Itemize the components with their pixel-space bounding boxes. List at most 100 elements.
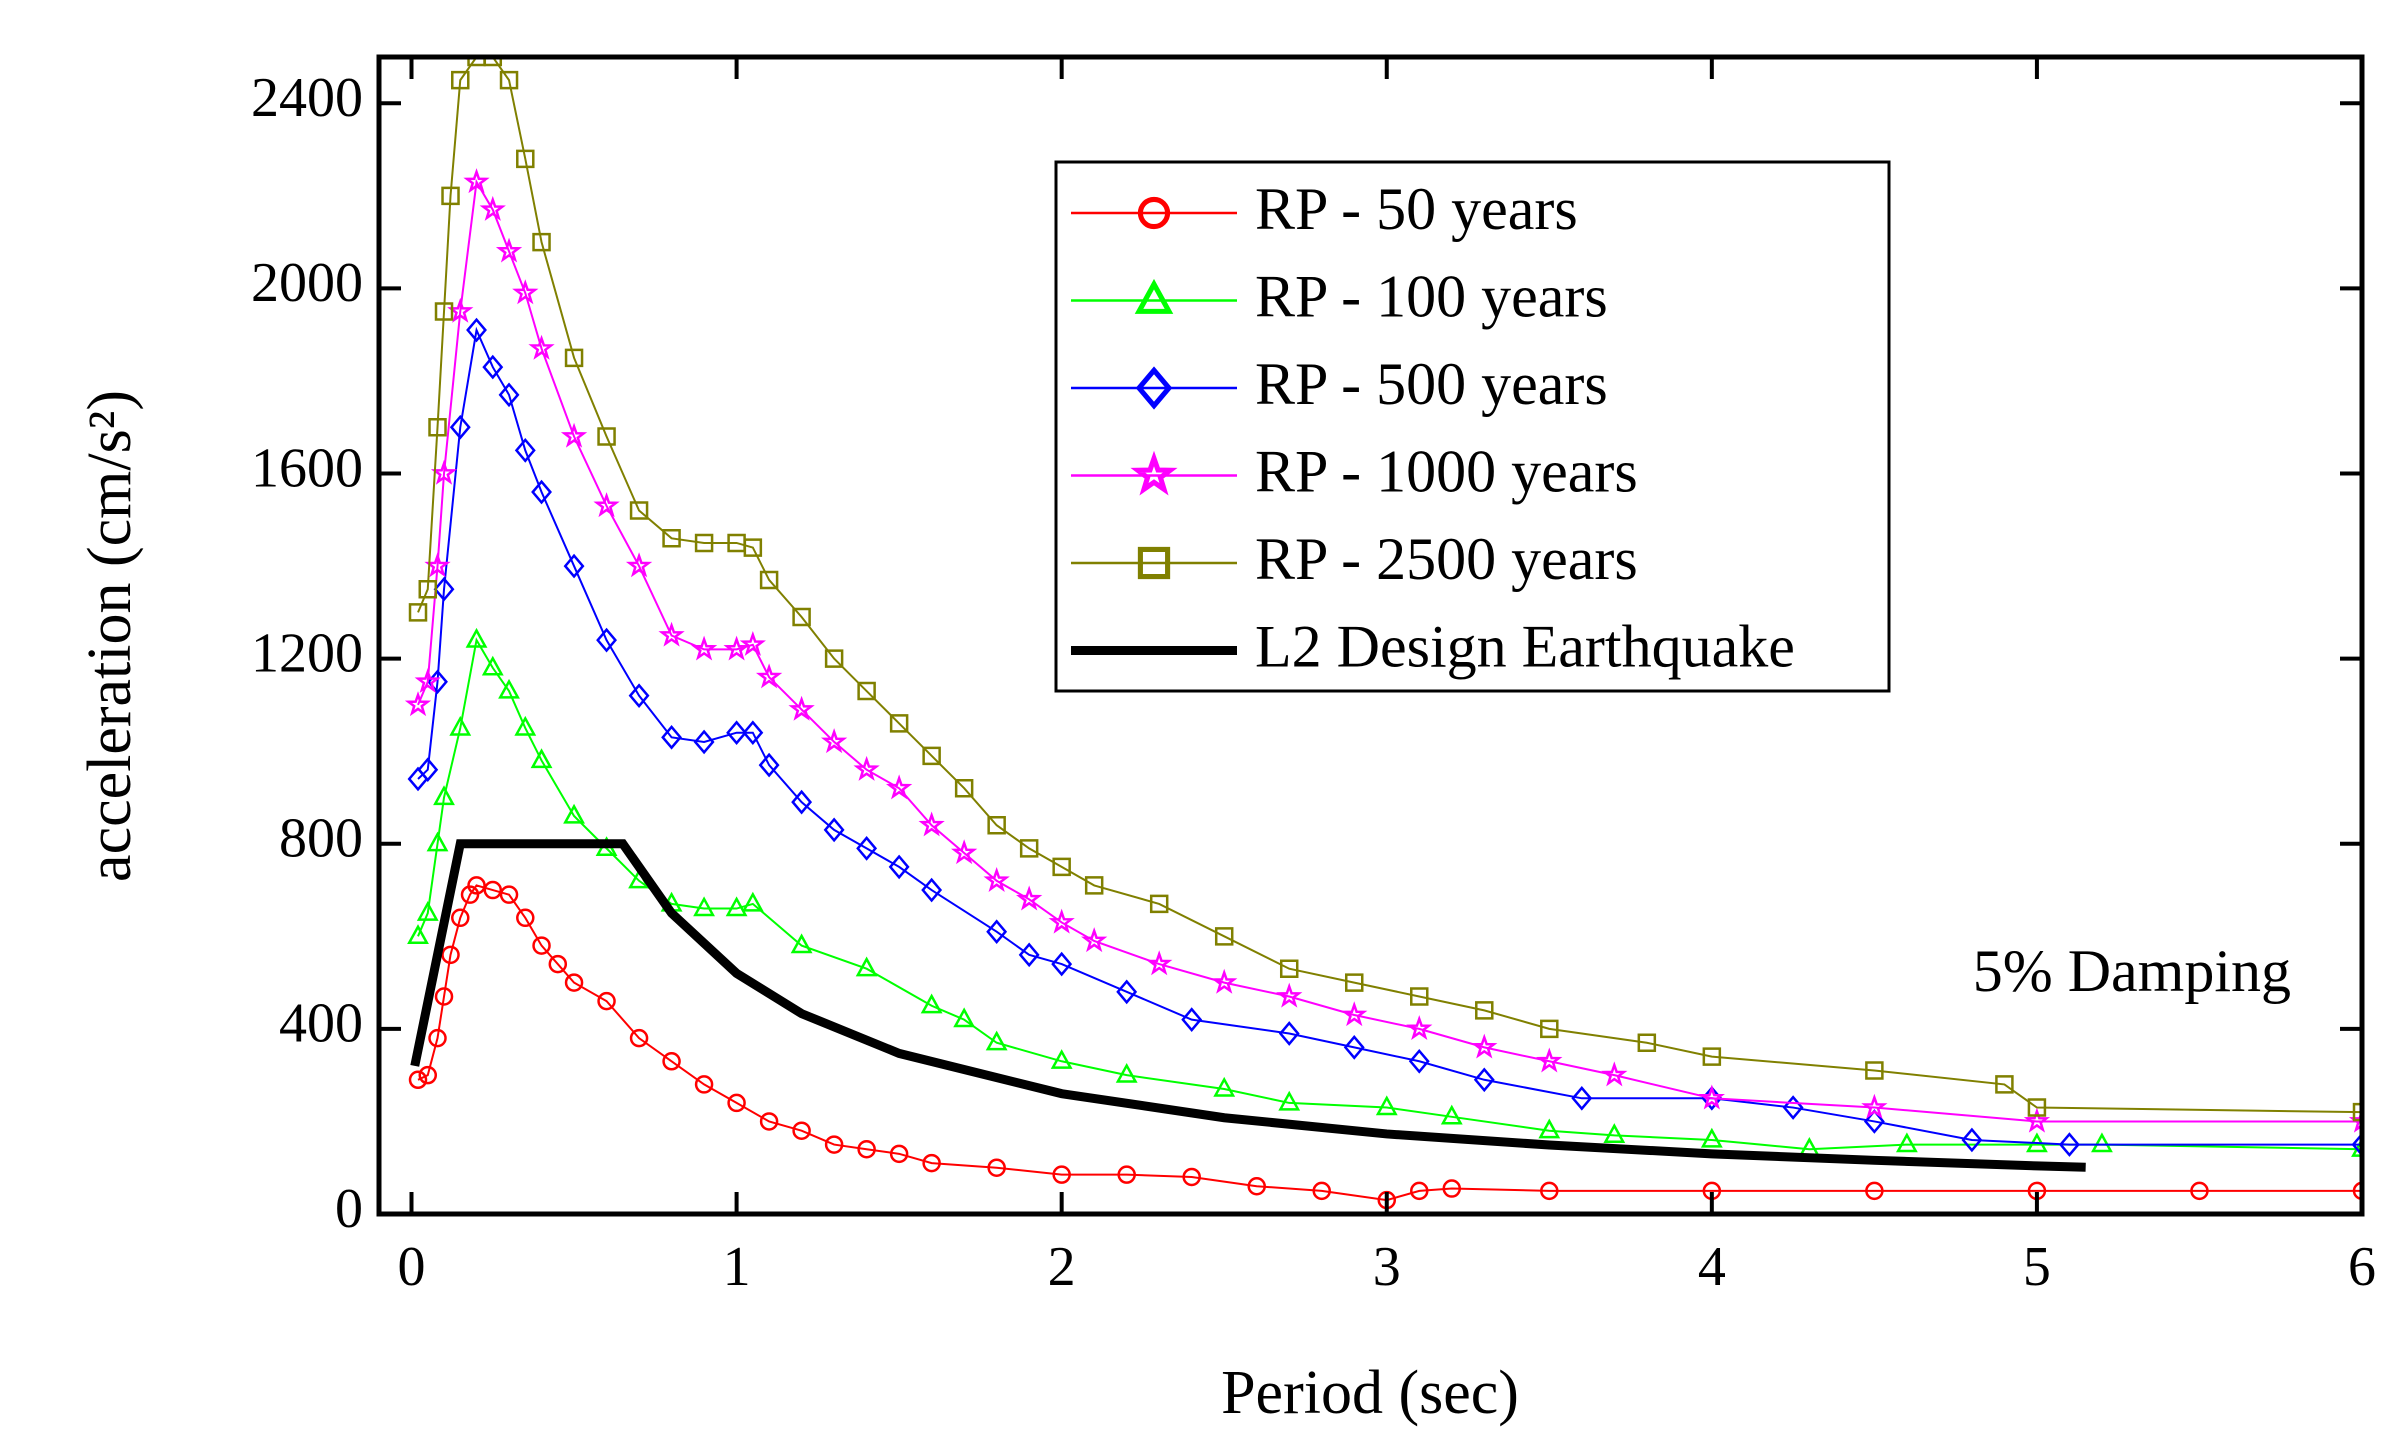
y-tick-label: 400 xyxy=(279,993,363,1055)
marker xyxy=(790,933,813,954)
marker xyxy=(1995,1075,2014,1094)
marker xyxy=(1863,1109,1885,1134)
marker xyxy=(408,603,428,622)
marker xyxy=(418,579,438,599)
marker xyxy=(985,1030,1008,1051)
marker xyxy=(418,1065,438,1085)
marker xyxy=(742,720,764,746)
marker xyxy=(495,237,523,263)
marker xyxy=(563,803,585,824)
x-tick-label: 5 xyxy=(2023,1236,2051,1298)
legend-label: RP - 2500 years xyxy=(1255,526,1638,592)
marker xyxy=(1051,951,1073,977)
marker xyxy=(424,552,451,578)
marker xyxy=(1442,1179,1462,1198)
marker xyxy=(434,987,454,1006)
marker xyxy=(758,752,780,778)
marker xyxy=(1375,1095,1398,1116)
marker xyxy=(983,866,1010,892)
marker xyxy=(856,836,878,861)
legend-label: RP - 1000 years xyxy=(1255,438,1638,504)
marker xyxy=(1137,546,1171,580)
marker xyxy=(1276,982,1303,1008)
marker xyxy=(888,854,910,880)
series-line xyxy=(417,326,2362,1146)
marker xyxy=(792,1121,811,1140)
marker xyxy=(479,195,506,221)
marker xyxy=(1601,1061,1628,1087)
marker xyxy=(792,607,811,627)
marker xyxy=(466,317,487,343)
marker xyxy=(953,1007,976,1028)
marker xyxy=(1278,1021,1300,1046)
marker xyxy=(597,427,616,446)
marker xyxy=(658,621,685,647)
marker xyxy=(1540,1019,1559,1039)
marker xyxy=(564,973,584,992)
marker xyxy=(889,714,909,733)
marker xyxy=(1019,839,1039,858)
legend-label: RP - 100 years xyxy=(1255,263,1608,329)
marker xyxy=(723,635,750,661)
marker xyxy=(2190,1181,2209,1201)
marker xyxy=(662,1052,681,1071)
y-tick-label: 2000 xyxy=(251,252,363,314)
legend-label: RP - 50 years xyxy=(1255,176,1578,242)
marker xyxy=(512,279,539,305)
marker xyxy=(1146,950,1173,976)
marker xyxy=(743,538,763,557)
marker xyxy=(499,885,519,904)
marker xyxy=(726,720,748,746)
marker xyxy=(759,570,779,590)
marker xyxy=(516,908,535,928)
marker xyxy=(1279,959,1299,978)
marker xyxy=(662,529,681,548)
x-tick-label: 3 xyxy=(1373,1236,1401,1298)
marker xyxy=(416,900,439,921)
marker xyxy=(441,945,460,965)
y-tick-label: 1200 xyxy=(251,622,363,684)
y-axis-label: acceleration (cm/s²) xyxy=(76,390,144,882)
marker xyxy=(741,891,764,912)
marker xyxy=(532,936,551,955)
marker xyxy=(2352,1181,2362,1201)
marker xyxy=(2351,1137,2362,1157)
marker xyxy=(1181,1007,1203,1032)
marker xyxy=(563,553,585,579)
marker xyxy=(548,954,568,974)
legend-label: RP - 500 years xyxy=(1255,351,1608,417)
marker xyxy=(430,459,458,485)
marker xyxy=(824,649,844,668)
marker xyxy=(889,1144,909,1164)
marker xyxy=(2091,1132,2113,1153)
marker xyxy=(498,678,520,699)
marker xyxy=(2058,1132,2080,1157)
marker xyxy=(1341,1001,1368,1027)
marker xyxy=(434,302,454,321)
x-tick-label: 4 xyxy=(1698,1236,1726,1298)
marker xyxy=(755,663,783,689)
marker xyxy=(483,880,503,900)
x-tick-label: 6 xyxy=(2348,1236,2376,1298)
marker xyxy=(820,728,848,754)
marker xyxy=(1214,927,1234,946)
marker xyxy=(2352,1102,2362,1122)
marker xyxy=(1571,1085,1593,1111)
marker xyxy=(531,479,552,505)
marker xyxy=(759,1112,779,1131)
marker xyxy=(428,417,447,437)
marker xyxy=(1603,1123,1626,1143)
marker xyxy=(1344,973,1364,992)
x-axis-label: Period (sec) xyxy=(1221,1359,1519,1427)
x-tick-label: 2 xyxy=(1048,1236,1076,1298)
marker xyxy=(596,627,617,653)
marker xyxy=(1343,1035,1365,1060)
marker xyxy=(693,729,715,755)
marker xyxy=(481,655,504,676)
marker xyxy=(1408,1048,1430,1074)
marker xyxy=(1211,968,1238,994)
marker xyxy=(824,1135,844,1154)
marker xyxy=(1406,1015,1433,1041)
